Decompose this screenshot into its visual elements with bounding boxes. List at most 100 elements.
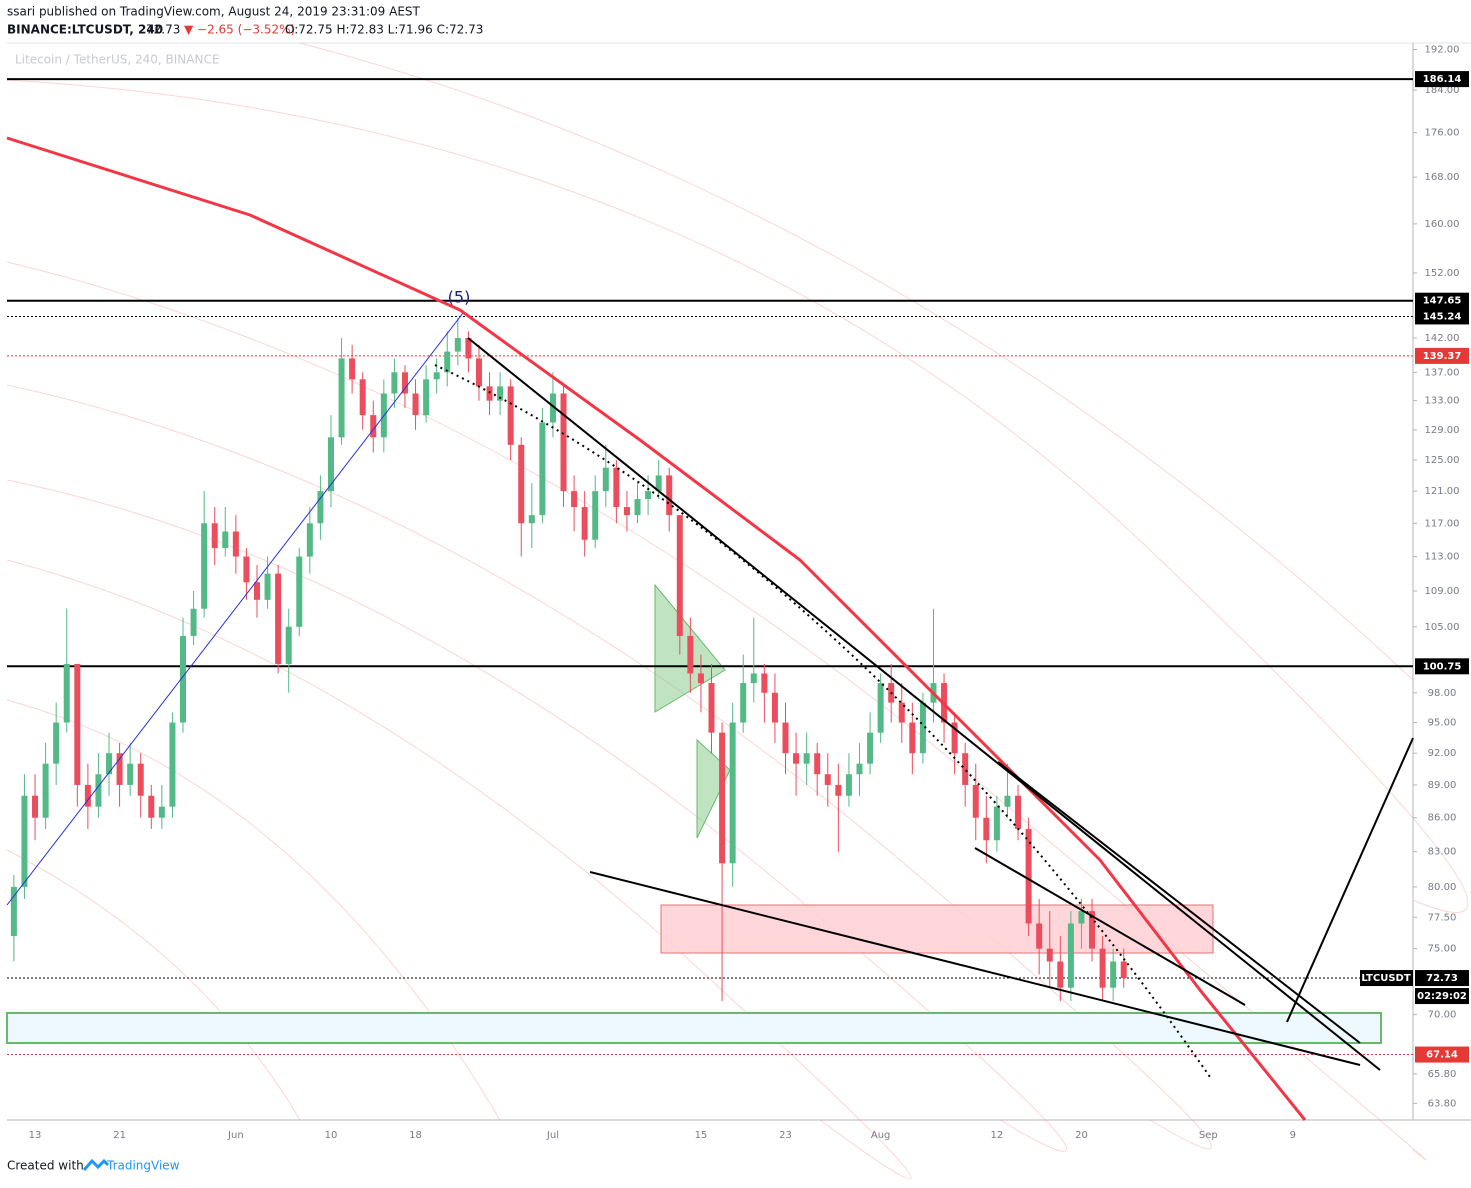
last-price: 72.73 xyxy=(146,23,180,37)
candle-body xyxy=(666,475,673,516)
candle-body xyxy=(729,722,736,864)
candle-body xyxy=(370,415,377,438)
candle-body xyxy=(993,806,1000,841)
y-tick-label: 98.00 xyxy=(1428,688,1457,699)
wave-label: (5) xyxy=(448,288,471,307)
candle-body xyxy=(127,763,134,785)
candle-body xyxy=(898,702,905,723)
symbol-label: LTCUSDT xyxy=(1361,973,1411,984)
candle-body xyxy=(201,523,208,609)
y-tick-label: 86.00 xyxy=(1428,813,1457,824)
x-tick-label: Aug xyxy=(871,1130,891,1141)
candle-body xyxy=(486,386,493,401)
trendlines xyxy=(434,337,1414,1078)
candle-body xyxy=(518,444,525,524)
candle-body xyxy=(475,358,482,387)
x-tick-label: 23 xyxy=(779,1130,792,1141)
candle-body xyxy=(771,692,778,723)
trendline xyxy=(1286,737,1414,1023)
candle-body xyxy=(454,338,461,352)
watermark: Litecoin / TetherUS, 240, BINANCE xyxy=(15,53,219,67)
candle-body xyxy=(623,507,630,516)
candle-body xyxy=(95,774,102,807)
y-tick-label: 133.00 xyxy=(1425,396,1460,407)
ohlc: O:72.75 H:72.83 L:71.96 C:72.73 xyxy=(285,23,483,37)
level-label: 72.73 xyxy=(1426,973,1458,984)
candle-body xyxy=(1015,795,1022,829)
y-tick-label: 176.00 xyxy=(1425,128,1460,139)
candle-body xyxy=(190,608,197,636)
candle-body xyxy=(1099,948,1106,988)
level-label: 139.37 xyxy=(1423,351,1462,362)
candle-body xyxy=(1046,948,1053,962)
candle-body xyxy=(655,475,662,492)
arc xyxy=(299,42,1414,681)
level-label-bg xyxy=(1415,292,1469,309)
trendline xyxy=(467,337,1381,1071)
resistance-zone xyxy=(660,904,1214,954)
footer-text: Created with xyxy=(7,1159,84,1173)
candle-body xyxy=(782,722,789,754)
y-tick-label: 117.00 xyxy=(1425,518,1460,529)
candle-body xyxy=(507,386,514,445)
candle-body xyxy=(285,626,292,664)
candle-body xyxy=(1025,828,1032,924)
level-label: 147.65 xyxy=(1423,296,1462,307)
candle-body xyxy=(1057,961,1064,988)
level-label: 100.75 xyxy=(1423,661,1462,672)
candle-body xyxy=(84,784,91,807)
candle-body xyxy=(528,515,535,524)
x-tick-label: Sep xyxy=(1199,1130,1218,1141)
candle-body xyxy=(401,372,408,394)
candle-body xyxy=(549,393,556,423)
candle-body xyxy=(74,663,81,785)
level-label-bg xyxy=(1415,347,1469,364)
candle-body xyxy=(972,784,979,818)
candle-body xyxy=(1078,911,1085,924)
candle-body xyxy=(814,753,821,775)
y-tick-label: 184.00 xyxy=(1425,85,1460,96)
publisher: ssari published on TradingView.com, Augu… xyxy=(7,5,421,19)
candle-body xyxy=(243,556,250,583)
candle-body xyxy=(845,774,852,796)
level-label-bg xyxy=(1415,1046,1469,1063)
candle-body xyxy=(856,763,863,775)
x-tick-label: 18 xyxy=(409,1130,422,1141)
candle-body xyxy=(1036,923,1043,949)
candle-body xyxy=(148,795,155,818)
red-arc xyxy=(6,136,1307,1121)
candle-body xyxy=(1120,961,1127,979)
candle-body xyxy=(253,582,260,600)
candle-body xyxy=(560,393,567,492)
countdown: 02:29:02 xyxy=(1417,991,1467,1002)
candle-body xyxy=(10,886,17,936)
y-tick-label: 65.80 xyxy=(1428,1069,1457,1080)
y-tick-label: 142.00 xyxy=(1425,333,1460,344)
y-tick-label: 192.00 xyxy=(1425,44,1460,55)
candle-body xyxy=(137,763,144,796)
candle-body xyxy=(803,753,810,764)
candle-body xyxy=(433,372,440,380)
y-tick-label: 63.80 xyxy=(1428,1098,1457,1109)
candle-body xyxy=(909,722,916,754)
candle-body xyxy=(391,372,398,394)
y-tick-label: 70.00 xyxy=(1428,1010,1457,1021)
candle-body xyxy=(327,437,334,492)
x-tick-label: 20 xyxy=(1075,1130,1088,1141)
candle-body xyxy=(444,351,451,373)
x-tick-label: Jun xyxy=(227,1130,244,1141)
candle-body xyxy=(1089,911,1096,949)
trendline xyxy=(589,871,1361,1066)
level-label: 67.14 xyxy=(1426,1050,1458,1061)
footer-brand: TradingView xyxy=(106,1159,180,1173)
symbol-label-bg xyxy=(1360,970,1413,987)
candle-body xyxy=(106,753,113,775)
candle-body xyxy=(581,507,588,540)
y-tick-label: 168.00 xyxy=(1425,172,1460,183)
y-tick-label: 125.00 xyxy=(1425,455,1460,466)
x-tick-label: 10 xyxy=(325,1130,338,1141)
level-label-bg xyxy=(1415,71,1469,88)
